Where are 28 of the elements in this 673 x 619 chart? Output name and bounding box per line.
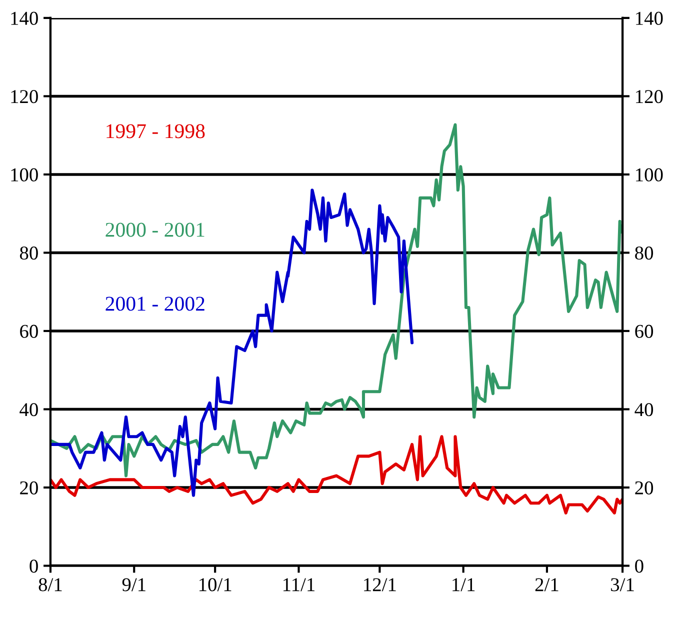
y2-tick-label: 20	[635, 481, 654, 494]
y2-tick-label: 0	[635, 560, 644, 573]
line-series	[50, 188, 414, 497]
x-tick-label: 10/1	[200, 578, 232, 592]
y2-tick-label: 60	[635, 324, 654, 338]
y-tick-label: 100	[11, 168, 38, 182]
y-tick-label: 140	[11, 12, 38, 25]
x-tick-label: 12/1	[364, 578, 396, 592]
y-tick-label: 0	[30, 560, 38, 573]
x-tick-label: 8/1	[38, 578, 62, 592]
x-tick-label: 9/1	[122, 578, 146, 592]
x-tick-label: 3/1	[611, 578, 634, 592]
y2-tick-label: 140	[636, 12, 663, 25]
y-tick-label: 20	[20, 481, 38, 494]
y-tick-label: 120	[11, 90, 38, 104]
text: 2000 - 2001	[106, 222, 204, 237]
text: 2001 - 2002	[106, 296, 204, 311]
y-tick-label: 60	[20, 324, 38, 338]
y-tick-label: 80	[20, 246, 38, 260]
y2-tick-label: 100	[636, 168, 663, 182]
y2-tick-label: 40	[634, 403, 654, 416]
x-tick-label: 11/1	[284, 578, 314, 592]
x-tick-label: 1/1	[452, 578, 475, 592]
x-tick-label: 2/1	[535, 578, 558, 592]
y2-tick-label: 120	[636, 90, 663, 104]
y2-tick-label: 80	[635, 246, 654, 260]
text: 1997 - 1998	[106, 124, 205, 138]
y-tick-label: 40	[20, 403, 38, 416]
